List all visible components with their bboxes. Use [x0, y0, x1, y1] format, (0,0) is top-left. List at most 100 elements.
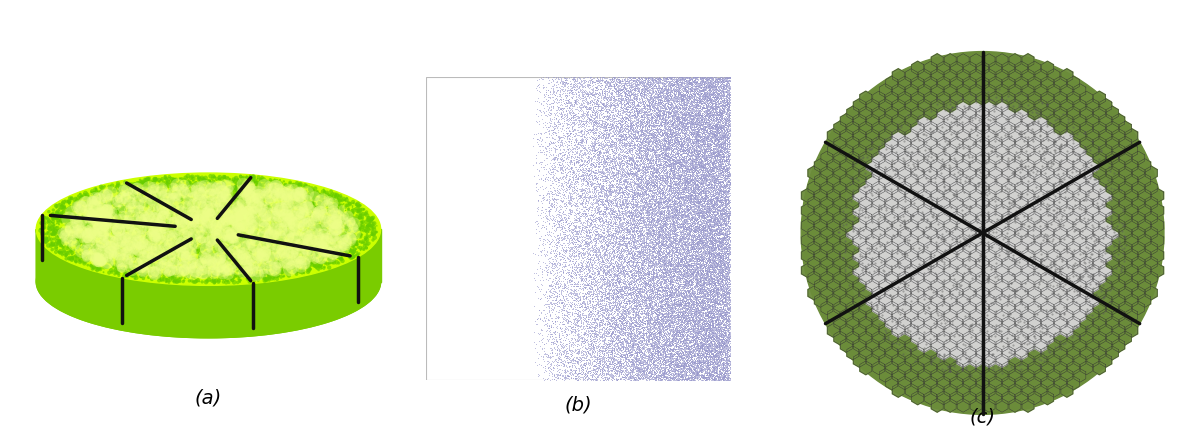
Point	[647, 210, 666, 217]
Point	[678, 225, 697, 233]
Point	[698, 148, 717, 155]
Point	[717, 363, 736, 370]
Point	[166, 196, 185, 203]
Point	[667, 141, 686, 148]
Point	[85, 263, 104, 271]
Point	[623, 238, 642, 246]
Point	[166, 258, 185, 265]
Point	[713, 370, 732, 378]
Point	[218, 257, 237, 264]
Point	[682, 322, 701, 329]
Point	[713, 251, 732, 258]
Point	[680, 353, 699, 360]
Point	[585, 254, 604, 262]
Point	[586, 243, 605, 250]
Point	[647, 133, 666, 140]
Point	[91, 207, 110, 214]
Point	[618, 349, 637, 356]
Point	[646, 178, 665, 185]
Point	[631, 181, 650, 188]
Point	[591, 294, 610, 301]
Point	[301, 253, 320, 260]
Point	[719, 185, 738, 192]
Point	[604, 346, 623, 353]
Point	[629, 180, 648, 187]
Point	[649, 254, 668, 261]
Point	[266, 206, 285, 213]
Point	[628, 280, 647, 287]
Point	[693, 171, 712, 178]
Point	[703, 342, 722, 349]
Point	[705, 322, 724, 329]
Point	[132, 202, 151, 209]
Point	[637, 196, 656, 203]
Point	[649, 368, 668, 375]
Point	[157, 266, 176, 273]
Point	[598, 224, 617, 231]
Point	[624, 240, 643, 247]
Point	[594, 350, 613, 357]
Point	[124, 199, 143, 206]
Point	[660, 333, 679, 340]
Point	[679, 268, 698, 276]
Point	[617, 162, 636, 169]
Point	[943, 318, 962, 325]
Point	[1010, 110, 1029, 117]
Point	[671, 364, 690, 371]
Point	[232, 175, 251, 182]
Point	[719, 275, 738, 282]
Point	[719, 183, 738, 190]
Point	[719, 346, 738, 353]
Point	[674, 155, 693, 162]
Point	[715, 377, 734, 384]
Point	[712, 353, 731, 360]
Point	[286, 191, 305, 198]
Point	[60, 198, 79, 205]
Point	[640, 242, 659, 250]
Point	[671, 172, 690, 179]
Point	[707, 126, 727, 133]
Point	[220, 229, 239, 237]
Point	[532, 222, 551, 229]
Point	[252, 246, 272, 254]
Point	[705, 298, 724, 306]
Polygon shape	[854, 323, 866, 337]
Point	[678, 118, 697, 125]
Point	[717, 289, 736, 296]
Point	[715, 91, 734, 98]
Point	[623, 182, 642, 190]
Point	[648, 347, 667, 354]
Point	[678, 287, 697, 294]
Point	[692, 90, 711, 97]
Point	[612, 76, 631, 83]
Point	[673, 155, 692, 162]
Point	[705, 271, 724, 279]
Point	[690, 235, 709, 242]
Point	[642, 323, 661, 330]
Point	[697, 101, 716, 108]
Point	[660, 269, 679, 276]
Point	[704, 220, 723, 228]
Point	[719, 278, 738, 285]
Point	[582, 141, 601, 148]
Point	[609, 350, 628, 358]
Point	[116, 184, 135, 191]
Point	[671, 345, 690, 353]
Point	[680, 78, 699, 86]
Point	[707, 233, 727, 241]
Point	[596, 122, 615, 129]
Point	[718, 233, 737, 240]
Point	[694, 155, 713, 162]
Point	[632, 154, 651, 161]
Point	[647, 294, 666, 301]
Point	[667, 91, 686, 98]
Point	[696, 188, 715, 195]
Point	[696, 347, 715, 354]
Point	[644, 324, 663, 332]
Point	[884, 206, 903, 213]
Point	[631, 269, 650, 276]
Point	[655, 284, 674, 292]
Point	[693, 222, 712, 229]
Point	[647, 284, 666, 292]
Point	[638, 194, 657, 201]
